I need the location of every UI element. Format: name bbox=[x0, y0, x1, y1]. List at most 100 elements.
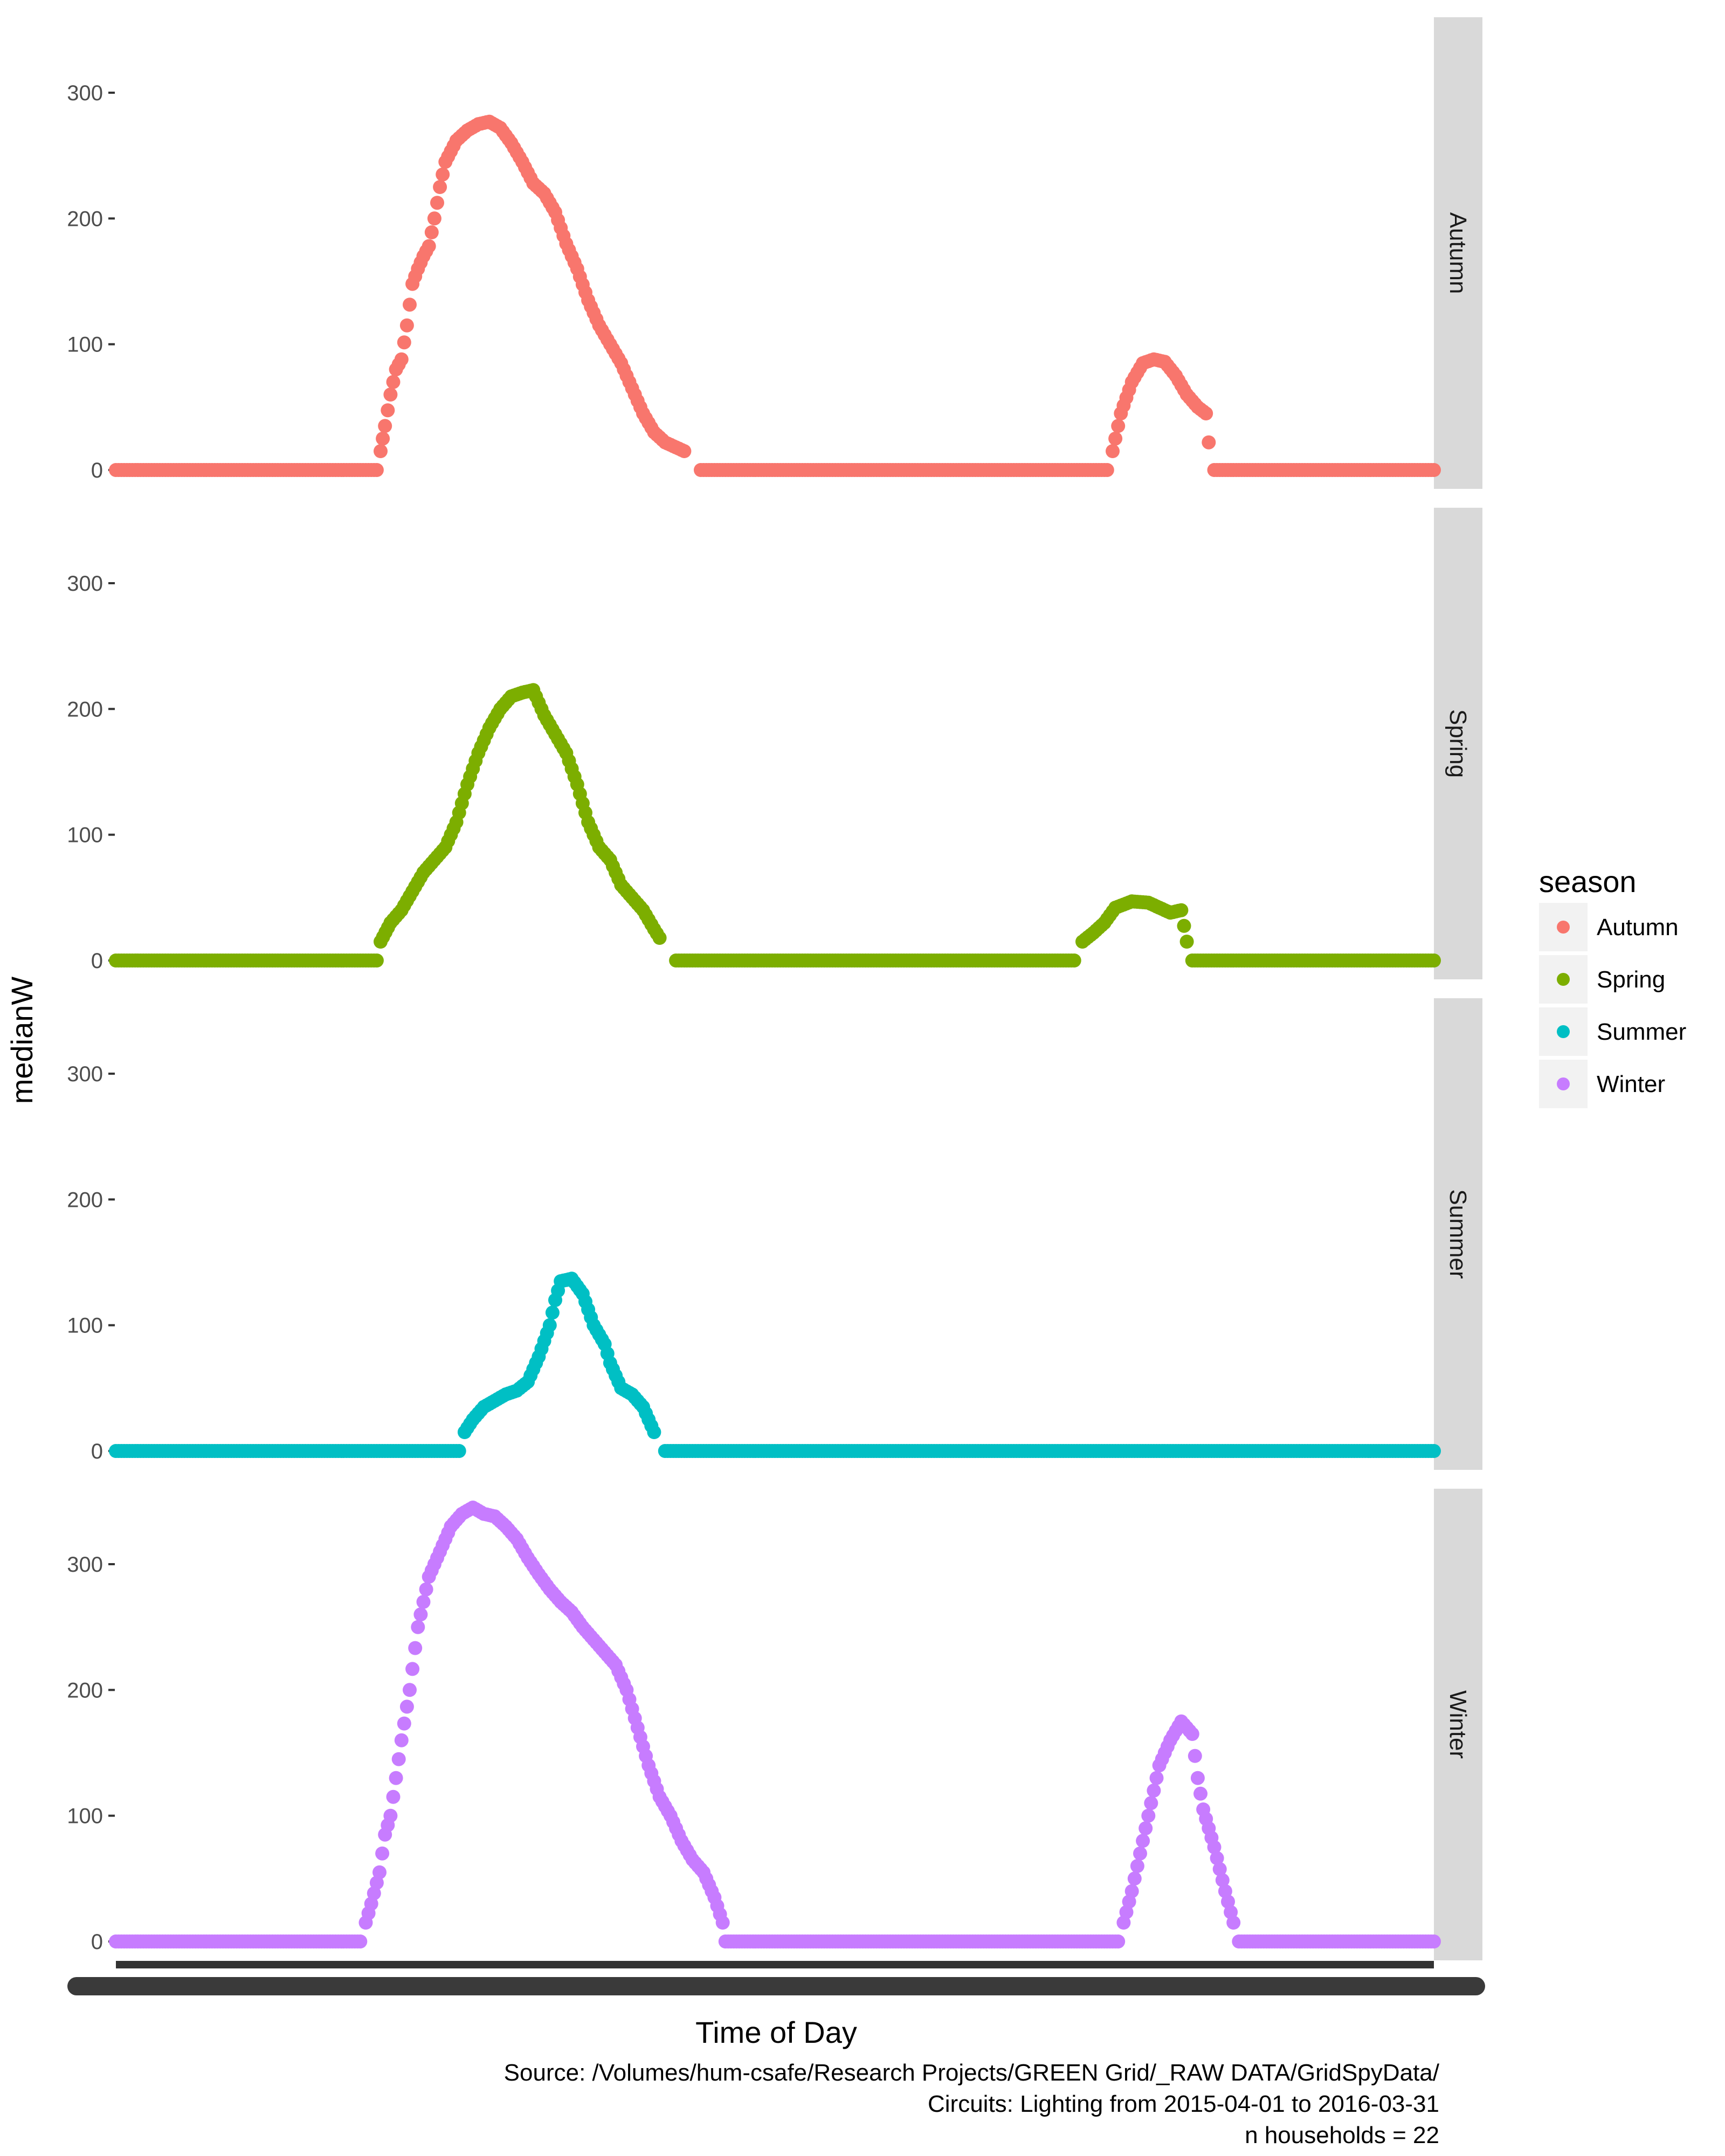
caption-line-households: n households = 22 bbox=[1245, 2122, 1439, 2148]
data-point bbox=[1199, 406, 1213, 420]
data-point bbox=[1119, 1905, 1134, 1919]
y-tick-label: 0 bbox=[91, 459, 103, 482]
facet-panel-summer: Summer 0 100 200 300 bbox=[67, 998, 1482, 1470]
facet-strip bbox=[1434, 17, 1482, 489]
facet-strip bbox=[1434, 998, 1482, 1470]
data-point bbox=[1202, 435, 1216, 450]
data-point bbox=[1147, 1784, 1161, 1798]
y-tick-label: 200 bbox=[67, 1678, 103, 1702]
data-point bbox=[1136, 1834, 1150, 1848]
legend-key-dot bbox=[1557, 1025, 1570, 1038]
data-point bbox=[386, 375, 401, 389]
y-tick-label: 0 bbox=[91, 1930, 103, 1954]
legend-label: Summer bbox=[1597, 1019, 1686, 1045]
data-point bbox=[1174, 903, 1189, 917]
facet-panel-spring: Spring 0 100 200 300 bbox=[67, 508, 1482, 979]
data-point bbox=[397, 335, 411, 350]
y-tick-label: 100 bbox=[67, 824, 103, 847]
legend-label: Autumn bbox=[1597, 914, 1679, 941]
y-tick-label: 100 bbox=[67, 1314, 103, 1338]
data-point bbox=[399, 318, 414, 333]
series-points-summer bbox=[109, 1272, 1441, 1458]
y-tick-label: 0 bbox=[91, 1440, 103, 1463]
y-tick-label: 300 bbox=[67, 81, 103, 105]
data-point bbox=[389, 1771, 403, 1785]
legend-label: Spring bbox=[1597, 966, 1665, 993]
data-point bbox=[408, 1641, 423, 1655]
data-point bbox=[1207, 1840, 1222, 1854]
facet-strip bbox=[1434, 1489, 1482, 1960]
x-axis-title: Time of Day bbox=[695, 2015, 857, 2049]
data-point bbox=[403, 1683, 417, 1697]
facet-strip-label: Winter bbox=[1445, 1690, 1471, 1759]
caption-line-source: Source: /Volumes/hum-csafe/Research Proj… bbox=[504, 2060, 1440, 2086]
series-points-spring bbox=[109, 683, 1441, 968]
legend: season Autumn Spring Summer Winter bbox=[1539, 865, 1686, 1108]
legend-item-winter: Winter bbox=[1539, 1060, 1665, 1108]
series-points-winter bbox=[109, 1501, 1441, 1948]
data-point bbox=[367, 1886, 381, 1901]
legend-label: Winter bbox=[1597, 1071, 1665, 1097]
legend-item-summer: Summer bbox=[1539, 1007, 1686, 1056]
legend-title: season bbox=[1539, 865, 1637, 899]
data-point bbox=[1067, 953, 1081, 968]
data-point bbox=[369, 953, 384, 968]
y-tick-label: 0 bbox=[91, 949, 103, 973]
data-point bbox=[1221, 1895, 1235, 1909]
data-point bbox=[424, 225, 439, 239]
data-point bbox=[383, 1808, 398, 1823]
data-point bbox=[1133, 1846, 1147, 1861]
data-point bbox=[1193, 1786, 1208, 1801]
data-point bbox=[422, 239, 436, 253]
legend-key-dot bbox=[1557, 973, 1570, 986]
data-point bbox=[433, 180, 447, 194]
facet-panel-winter: Winter 0 100 200 300 bbox=[67, 1489, 1482, 1960]
facet-strip-label: Summer bbox=[1445, 1189, 1471, 1279]
data-point bbox=[1138, 1821, 1153, 1835]
y-tick-label: 100 bbox=[67, 1805, 103, 1828]
data-point bbox=[1106, 444, 1120, 458]
data-point bbox=[1212, 1862, 1227, 1876]
data-point bbox=[1127, 1871, 1142, 1886]
data-point bbox=[1111, 1934, 1126, 1948]
data-point bbox=[381, 403, 395, 418]
data-point bbox=[652, 931, 667, 945]
data-point bbox=[411, 1620, 425, 1634]
data-point bbox=[383, 388, 398, 402]
x-axis-line bbox=[116, 1961, 1434, 1968]
data-point bbox=[399, 1699, 414, 1714]
data-point bbox=[1149, 1771, 1164, 1785]
x-axis-bar bbox=[67, 1961, 1485, 1995]
data-point bbox=[391, 1752, 406, 1766]
facet-strip-label: Autumn bbox=[1445, 212, 1471, 294]
data-point bbox=[1427, 1934, 1441, 1948]
y-tick-label: 200 bbox=[67, 207, 103, 231]
data-point bbox=[397, 1716, 411, 1731]
data-point bbox=[452, 1444, 466, 1458]
data-point bbox=[1130, 1859, 1144, 1873]
caption: Source: /Volumes/hum-csafe/Research Proj… bbox=[504, 2060, 1440, 2148]
data-point bbox=[677, 444, 692, 458]
data-point bbox=[369, 463, 384, 477]
y-tick-label: 300 bbox=[67, 1553, 103, 1577]
legend-key-dot bbox=[1557, 1077, 1570, 1090]
data-point bbox=[419, 1582, 433, 1597]
data-point bbox=[1188, 1749, 1202, 1763]
facet-panel-autumn: Autumn 0 100 200 300 bbox=[67, 17, 1482, 489]
caption-line-circuits: Circuits: Lighting from 2015-04-01 to 20… bbox=[928, 2091, 1439, 2117]
data-point bbox=[1427, 953, 1441, 968]
data-point bbox=[386, 1789, 401, 1804]
y-tick-label: 300 bbox=[67, 572, 103, 596]
data-point bbox=[1226, 1916, 1241, 1930]
data-point bbox=[542, 1318, 557, 1332]
data-point bbox=[430, 196, 444, 210]
data-point bbox=[378, 419, 392, 433]
data-point bbox=[394, 352, 409, 367]
data-point bbox=[416, 1595, 431, 1609]
data-point bbox=[372, 1865, 387, 1879]
data-point bbox=[374, 444, 388, 458]
data-point bbox=[405, 1662, 420, 1676]
data-point bbox=[375, 1846, 390, 1861]
data-point bbox=[1100, 463, 1114, 477]
